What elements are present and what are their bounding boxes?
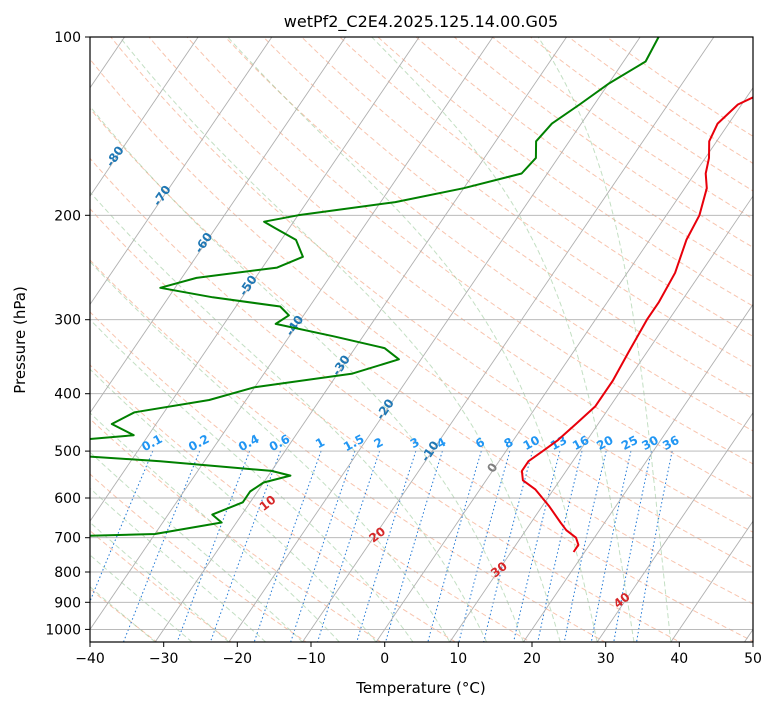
pressure-gridlines (90, 37, 753, 630)
mixing-ratio-line (513, 450, 561, 642)
dry-adiabat-line (90, 311, 532, 642)
mixing-ratio-line (290, 450, 356, 642)
mixing-ratio-line (537, 450, 583, 642)
x-tick-label: −30 (149, 651, 179, 667)
y-axis-label: Pressure (hPa) (11, 286, 29, 394)
dry-adiabat-line (148, 37, 753, 499)
moist-adiabat-line (90, 412, 340, 642)
y-tick-label: 100 (54, 30, 81, 46)
x-tick-label: 10 (449, 651, 467, 667)
moist-adiabat-line (90, 586, 156, 642)
mixing-ratio-line (613, 450, 652, 642)
isotherm-line (375, 87, 753, 642)
temperature-profile (520, 96, 753, 553)
x-tick-label: 50 (744, 651, 762, 667)
isotherm-line (90, 37, 347, 414)
x-tick-label: −40 (75, 651, 105, 667)
dry-adiabat-line (90, 107, 753, 605)
y-tick-label: 300 (54, 313, 81, 329)
dry-adiabat-line (90, 588, 158, 642)
isotherm-line (449, 195, 753, 642)
moist-adiabat-line (90, 318, 414, 642)
dry-adiabat-line (90, 58, 753, 569)
x-tick-label: 40 (670, 651, 688, 667)
mixing-ratio-label: 30 (639, 433, 660, 453)
y-tick-label: 600 (54, 491, 81, 507)
isotherm-line (90, 37, 420, 522)
isotherm-line (596, 412, 753, 642)
profile-lines (90, 37, 753, 553)
moist-adiabat-line (119, 37, 561, 642)
x-tick-label: 20 (523, 651, 541, 667)
x-tick-label: 0 (380, 651, 389, 667)
moist-adiabats (90, 37, 672, 642)
mixing-ratio-label: 16 (570, 433, 591, 453)
isotherm-line (522, 303, 753, 642)
dry-adiabat-line (90, 364, 457, 642)
chart-title: wetPf2_C2E4.2025.125.14.00.G05 (284, 12, 558, 32)
dry-adiabat-line (262, 37, 753, 400)
mixing-ratio-label: 25 (619, 433, 640, 453)
moist-adiabat-line (90, 260, 451, 642)
mixing-ratio-label: 10 (521, 433, 542, 453)
mixing-ratio-line (90, 450, 154, 603)
dry-adiabat-line (90, 418, 382, 642)
x-axis-ticks: −40 −30 −20 −10 0 10 20 30 40 50 (75, 642, 762, 667)
isotherm-line (90, 37, 199, 197)
plot-frame (89, 36, 754, 643)
mixing-ratio-line (590, 450, 632, 642)
moist-adiabat-line (227, 37, 598, 642)
x-tick-label: 30 (597, 651, 615, 667)
mixing-ratio-label: 36 (660, 433, 681, 453)
dry-adiabat-line (90, 473, 308, 642)
y-tick-label: 1000 (45, 622, 81, 638)
dry-adiabat-line (110, 37, 753, 533)
mixing-ratio-line (176, 450, 251, 642)
moist-adiabat-line (90, 451, 303, 642)
dry-adiabat-line (90, 259, 606, 642)
moist-adiabat-line (371, 37, 635, 642)
y-tick-label: 700 (54, 531, 81, 547)
isotherm-line (670, 520, 753, 642)
x-tick-label: −20 (223, 651, 253, 667)
dry-adiabat-line (224, 37, 753, 432)
mixing-ratio-label: 13 (548, 433, 569, 453)
moist-adiabat-line (90, 368, 377, 642)
moist-adiabat-line (90, 554, 193, 642)
mixing-ratio-line (427, 450, 482, 642)
isotherm-line (228, 37, 641, 642)
moist-adiabat-line (537, 37, 672, 642)
dry-adiabat-line (90, 208, 681, 642)
dry-adiabat-line (415, 37, 753, 278)
y-tick-label: 800 (54, 565, 81, 581)
moist-adiabat-line (90, 105, 524, 642)
y-tick-label: 200 (54, 208, 81, 224)
mixing-ratio-line (385, 450, 443, 642)
y-tick-label: 400 (54, 387, 81, 403)
isotherm-line (90, 37, 273, 306)
isotherms (90, 37, 753, 642)
y-axis-ticks: 100 200 300 400 500 600 700 800 900 1000 (45, 30, 90, 638)
isotherm-line (154, 37, 568, 642)
x-tick-label: −10 (296, 651, 326, 667)
x-axis-label: Temperature (°C) (355, 679, 485, 697)
mixing-ratio-line (209, 450, 281, 642)
y-tick-label: 900 (54, 595, 81, 611)
dewpoint-profile (90, 37, 660, 537)
mixing-ratio-line (316, 450, 381, 642)
mixing-ratio-line (563, 450, 607, 642)
isotherm-line (90, 37, 494, 631)
y-tick-label: 500 (54, 444, 81, 460)
moist-adiabat-line (90, 521, 230, 642)
dry-adiabat-line (300, 37, 753, 368)
moist-adiabat-line (90, 191, 488, 642)
mixing-ratio-label: 20 (594, 433, 615, 453)
isotherm-line (301, 37, 715, 642)
mixing-ratio-line (636, 450, 673, 642)
